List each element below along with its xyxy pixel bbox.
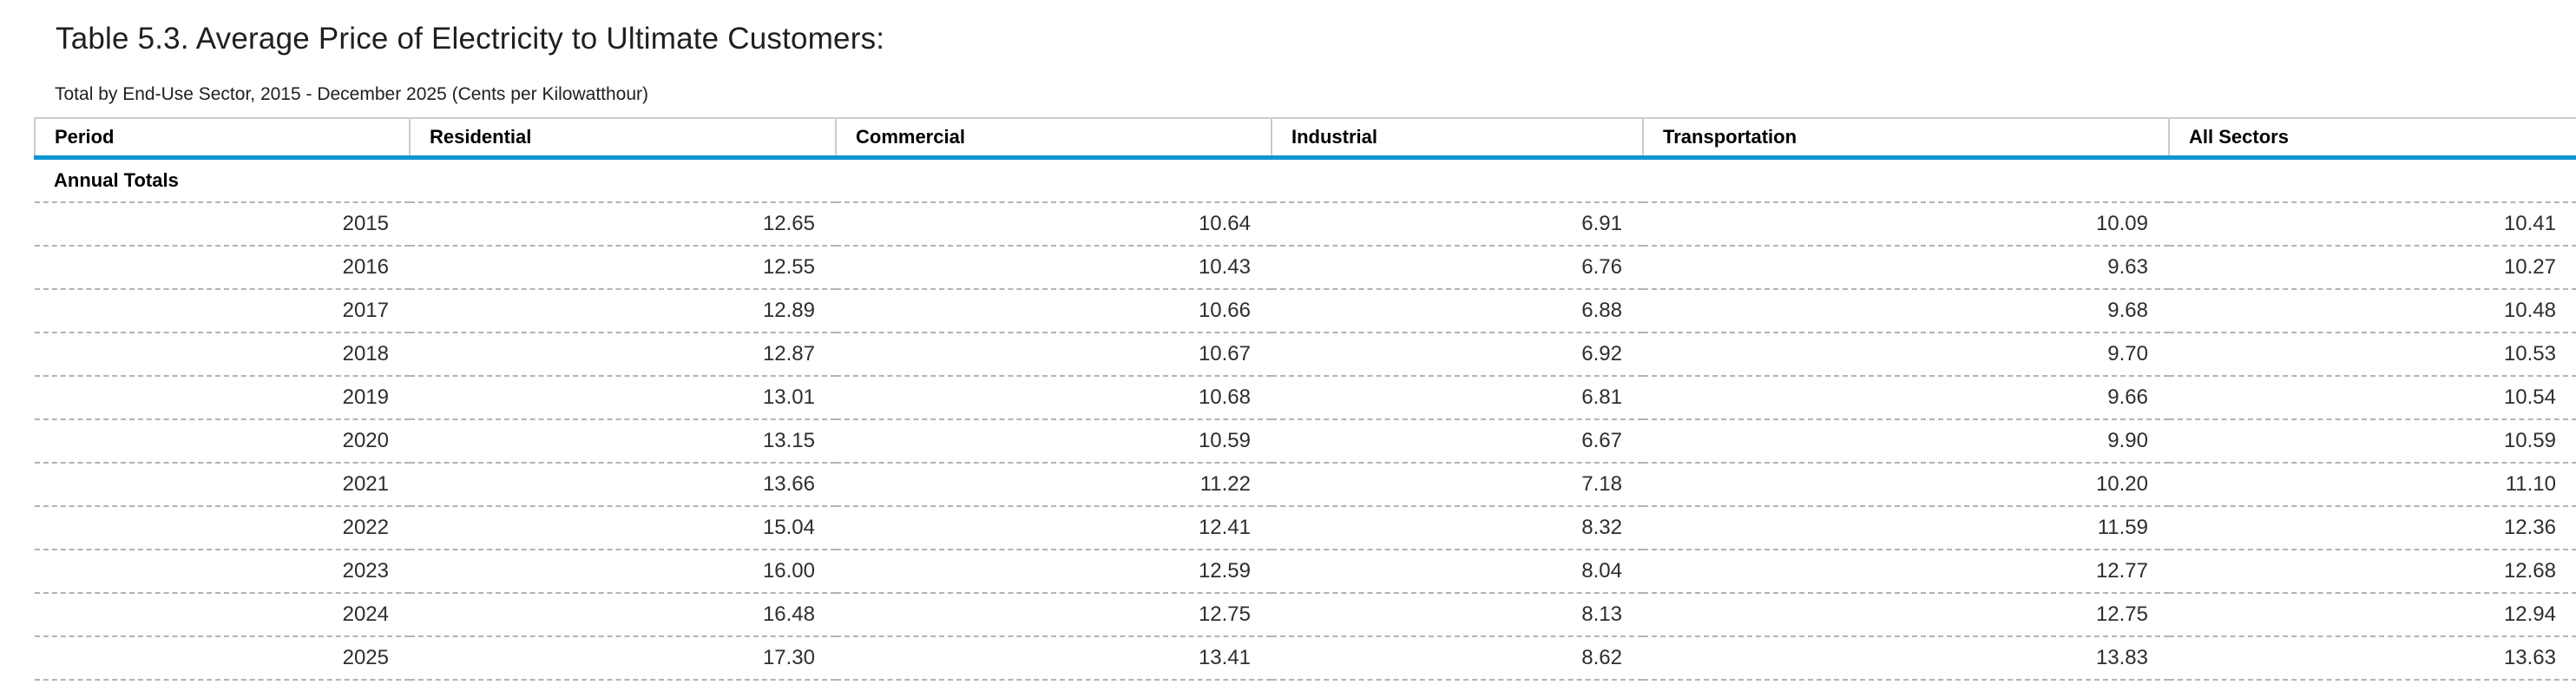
industrial-cell: 6.81: [1272, 376, 1643, 421]
section-label: Annual Totals: [35, 157, 2576, 204]
period-cell: 2022: [35, 506, 410, 551]
column-header-residential: Residential: [410, 117, 837, 161]
transportation-cell: 9.66: [1643, 376, 2169, 421]
residential-cell: 12.89: [410, 289, 836, 334]
period-cell: 2017: [35, 289, 410, 334]
transportation-cell: 9.63: [1643, 246, 2169, 291]
commercial-cell: 10.68: [836, 376, 1272, 421]
all-sectors-cell: 10.27: [2169, 246, 2576, 291]
all-sectors-cell: 10.59: [2169, 419, 2576, 464]
residential-cell: 13.15: [410, 419, 836, 464]
period-cell: 2019: [35, 376, 410, 421]
page-title: Table 5.3. Average Price of Electricity …: [56, 22, 885, 56]
column-header-commercial: Commercial: [836, 117, 1272, 161]
period-cell: 2024: [35, 593, 410, 638]
period-cell: 2018: [35, 333, 410, 378]
all-sectors-cell: 10.53: [2169, 333, 2576, 378]
table-row: 2017 12.89 10.66 6.88 9.68 10.48: [35, 289, 2576, 334]
transportation-cell: 9.68: [1643, 289, 2169, 334]
industrial-cell: 8.13: [1272, 593, 1643, 638]
period-cell: 2020: [35, 419, 410, 464]
transportation-cell: 11.59: [1643, 506, 2169, 551]
residential-cell: 16.00: [410, 550, 836, 595]
residential-cell: 12.87: [410, 333, 836, 378]
column-header-period: Period: [34, 117, 411, 161]
electricity-price-table: Period Residential Commercial Industrial…: [34, 117, 2576, 682]
table-row: 2019 13.01 10.68 6.81 9.66 10.54: [35, 376, 2576, 421]
all-sectors-cell: 10.54: [2169, 376, 2576, 421]
residential-cell: 17.30: [410, 636, 836, 682]
residential-cell: 12.55: [410, 246, 836, 291]
residential-cell: 13.01: [410, 376, 836, 421]
all-sectors-cell: 12.94: [2169, 593, 2576, 638]
commercial-cell: 10.43: [836, 246, 1272, 291]
table-header-row: Period Residential Commercial Industrial…: [34, 117, 2576, 161]
table-row: 2024 16.48 12.75 8.13 12.75 12.94: [35, 593, 2576, 638]
all-sectors-cell: 13.63: [2169, 636, 2576, 682]
transportation-cell: 12.77: [1643, 550, 2169, 595]
residential-cell: 16.48: [410, 593, 836, 638]
column-header-all-sectors: All Sectors: [2169, 117, 2576, 161]
table-row: 2018 12.87 10.67 6.92 9.70 10.53: [35, 333, 2576, 378]
period-cell: 2015: [35, 202, 410, 247]
transportation-cell: 13.83: [1643, 636, 2169, 682]
industrial-cell: 6.92: [1272, 333, 1643, 378]
industrial-cell: 6.67: [1272, 419, 1643, 464]
all-sectors-cell: 11.10: [2169, 463, 2576, 508]
transportation-cell: 12.75: [1643, 593, 2169, 638]
commercial-cell: 12.41: [836, 506, 1272, 551]
all-sectors-cell: 12.36: [2169, 506, 2576, 551]
page: { "page": { "title": "Table 5.3. Average…: [0, 21, 2576, 698]
industrial-cell: 6.91: [1272, 202, 1643, 247]
industrial-cell: 6.88: [1272, 289, 1643, 334]
industrial-cell: 6.76: [1272, 246, 1643, 291]
table-row: 2016 12.55 10.43 6.76 9.63 10.27: [35, 246, 2576, 291]
commercial-cell: 10.59: [836, 419, 1272, 464]
industrial-cell: 8.04: [1272, 550, 1643, 595]
table-row: 2023 16.00 12.59 8.04 12.77 12.68: [35, 550, 2576, 595]
industrial-cell: 8.32: [1272, 506, 1643, 551]
table-row: 2020 13.15 10.59 6.67 9.90 10.59: [35, 419, 2576, 464]
transportation-cell: 9.90: [1643, 419, 2169, 464]
transportation-cell: 9.70: [1643, 333, 2169, 378]
all-sectors-cell: 10.41: [2169, 202, 2576, 247]
transportation-cell: 10.09: [1643, 202, 2169, 247]
residential-cell: 15.04: [410, 506, 836, 551]
table-row: 2022 15.04 12.41 8.32 11.59 12.36: [35, 506, 2576, 551]
residential-cell: 12.65: [410, 202, 836, 247]
transportation-cell: 10.20: [1643, 463, 2169, 508]
commercial-cell: 13.41: [836, 636, 1272, 682]
industrial-cell: 7.18: [1272, 463, 1643, 508]
commercial-cell: 12.75: [836, 593, 1272, 638]
commercial-cell: 10.66: [836, 289, 1272, 334]
period-cell: 2016: [35, 246, 410, 291]
commercial-cell: 10.64: [836, 202, 1272, 247]
residential-cell: 13.66: [410, 463, 836, 508]
period-cell: 2021: [35, 463, 410, 508]
all-sectors-cell: 10.48: [2169, 289, 2576, 334]
commercial-cell: 11.22: [836, 463, 1272, 508]
commercial-cell: 12.59: [836, 550, 1272, 595]
commercial-cell: 10.67: [836, 333, 1272, 378]
period-cell: 2025: [35, 636, 410, 682]
all-sectors-cell: 12.68: [2169, 550, 2576, 595]
table-row: 2021 13.66 11.22 7.18 10.20 11.10: [35, 463, 2576, 508]
column-header-industrial: Industrial: [1272, 117, 1644, 161]
period-cell: 2023: [35, 550, 410, 595]
industrial-cell: 8.62: [1272, 636, 1643, 682]
page-subtitle: Total by End-Use Sector, 2015 - December…: [55, 84, 649, 104]
table-row: 2015 12.65 10.64 6.91 10.09 10.41: [35, 202, 2576, 247]
table-row: 2025 17.30 13.41 8.62 13.83 13.63: [35, 636, 2576, 682]
section-row: Annual Totals: [35, 157, 2576, 204]
column-header-transportation: Transportation: [1643, 117, 2170, 161]
